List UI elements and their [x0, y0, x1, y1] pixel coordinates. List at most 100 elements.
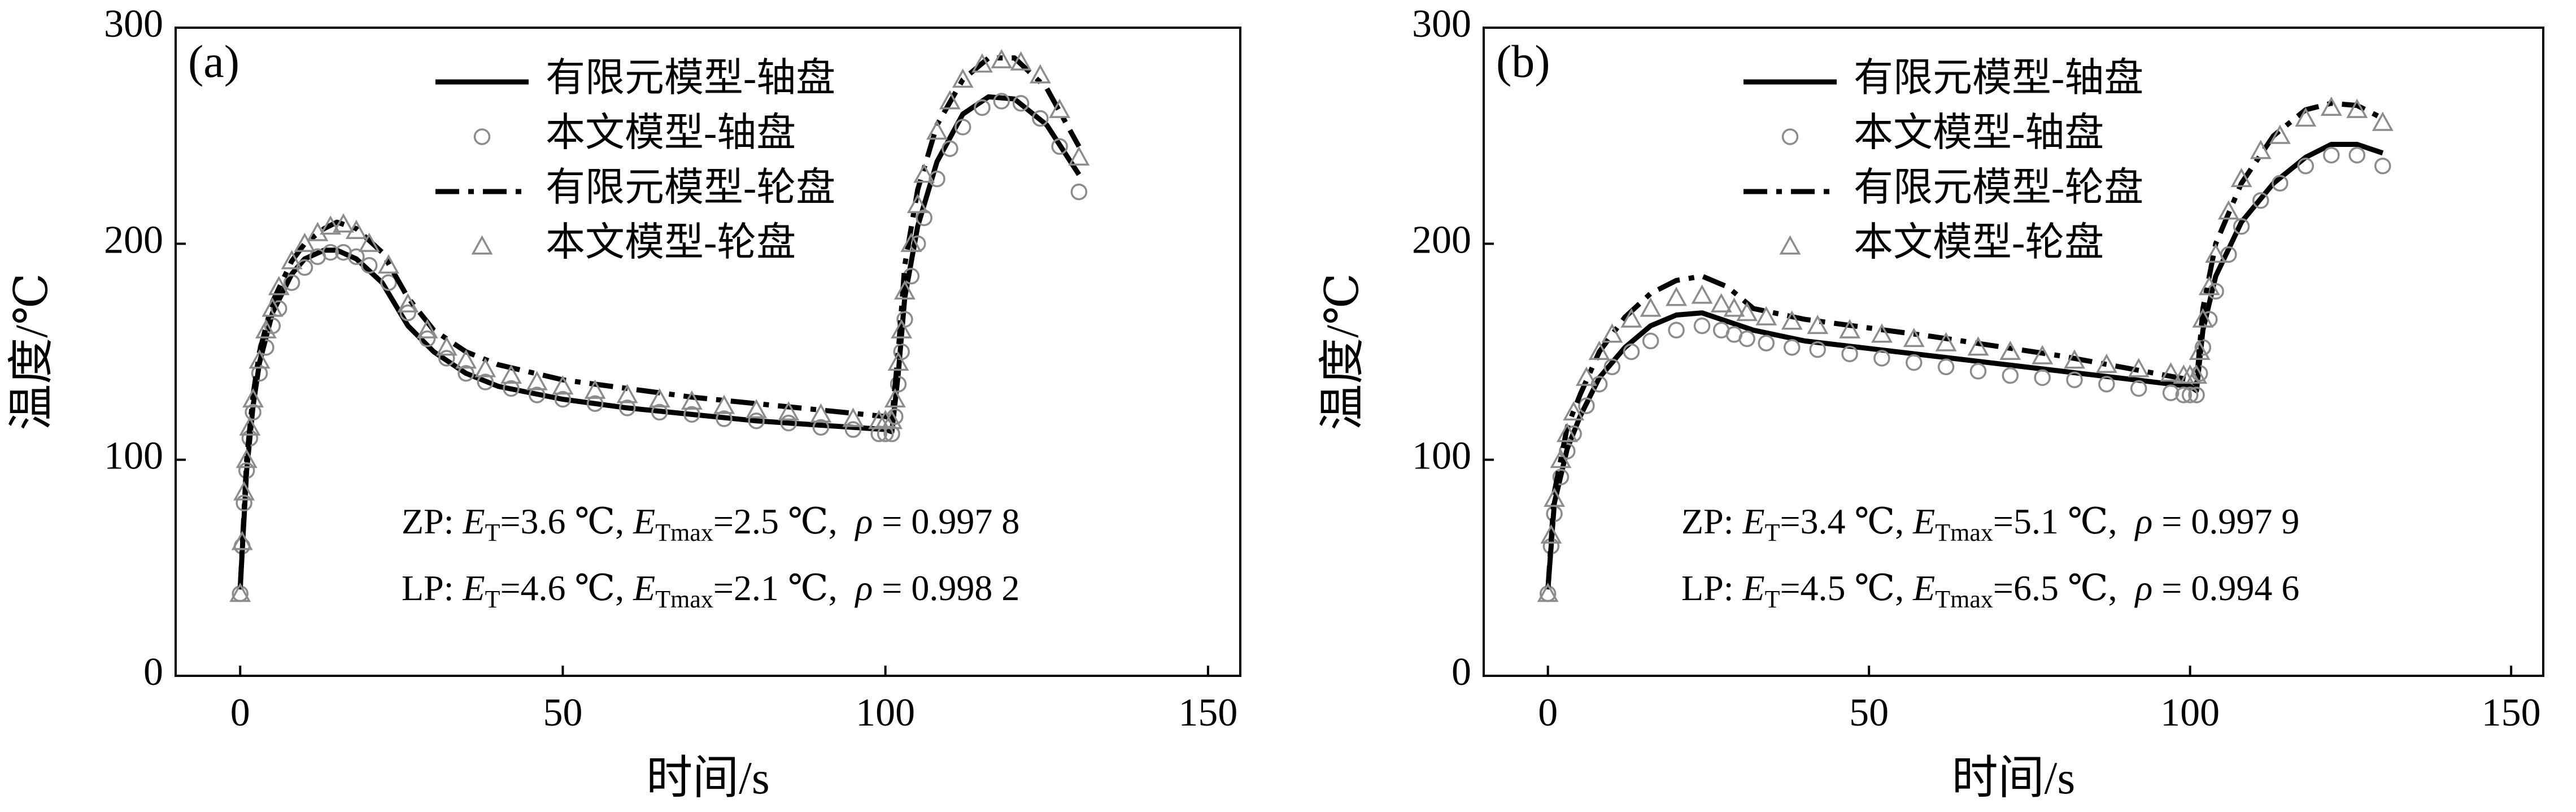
marker [2128, 358, 2150, 377]
marker [474, 358, 496, 377]
marker [1640, 297, 1662, 317]
legend-label: 本文模型-轮盘 [546, 221, 796, 264]
marker [1556, 423, 1578, 442]
marker [294, 232, 316, 252]
x-tick-label: 50 [543, 691, 582, 735]
marker [1999, 340, 2021, 361]
marker [883, 425, 900, 442]
marker [333, 213, 355, 233]
annotation-part: =2.5 ℃, [713, 501, 856, 541]
annotation: LP: ET=4.6 ℃, ETmax=2.1 ℃, ρ = 0.998 2 [402, 568, 1019, 613]
x-axis-label: 时间/s [1952, 752, 2076, 804]
annotation-part: =6.5 ℃, [1993, 568, 2135, 608]
marker [1809, 341, 1826, 358]
marker [586, 395, 604, 412]
marker [2066, 371, 2083, 388]
marker [1550, 449, 1572, 468]
marker [1578, 397, 1595, 414]
marker [891, 319, 913, 338]
annotation-part: =4.5 ℃, [1780, 568, 1913, 608]
marker [2194, 339, 2212, 356]
marker [716, 410, 733, 427]
marker [844, 421, 862, 438]
marker [554, 390, 572, 408]
marker [778, 401, 800, 421]
marker [2189, 340, 2211, 361]
annotation-part: ρ [2134, 568, 2153, 608]
marker [1903, 327, 1925, 348]
y-tick-label: 0 [143, 650, 163, 694]
marker [916, 209, 932, 227]
annotation: LP: ET=4.5 ℃, ETmax=6.5 ℃, ρ = 0.994 6 [1681, 568, 2299, 613]
legend-marker [1781, 128, 1799, 145]
legend-label: 有限元模型-轮盘 [1854, 166, 2143, 210]
marker [929, 170, 945, 188]
x-tick-label: 100 [856, 691, 915, 735]
marker [900, 232, 922, 252]
marker [651, 403, 668, 421]
annotation-part: E [462, 501, 485, 541]
annotation-part: T [1765, 519, 1780, 546]
marker [2186, 364, 2208, 384]
marker [1620, 308, 1642, 328]
marker [2181, 387, 2199, 403]
marker [974, 99, 991, 116]
marker [1969, 363, 1987, 380]
marker [877, 425, 894, 442]
annotation-part: =2.1 ℃, [713, 568, 856, 608]
legend-label: 有限元模型-轴盘 [1854, 57, 2143, 100]
marker [2188, 387, 2205, 403]
marker [1537, 583, 1559, 602]
annotation-part: Tmax [1935, 519, 1993, 546]
marker [416, 319, 438, 338]
annotation-part: ρ [2134, 501, 2153, 541]
marker [1642, 332, 1659, 350]
y-tick-label: 100 [104, 435, 163, 478]
marker [249, 349, 271, 369]
marker [1575, 366, 1597, 386]
marker [1051, 138, 1068, 155]
marker [500, 364, 522, 384]
marker [1049, 98, 1071, 118]
marker [1937, 358, 1955, 376]
marker [1668, 322, 1685, 339]
annotation-part: ZP: [402, 501, 463, 541]
marker [2002, 367, 2019, 384]
annotation-part: =3.6 ℃, [500, 501, 633, 541]
marker [2372, 111, 2394, 131]
annotation-part: =3.4 ℃, [1780, 501, 1913, 541]
marker [229, 583, 251, 602]
marker [1967, 336, 1989, 356]
marker [2098, 376, 2115, 393]
marker [1540, 524, 1562, 544]
marker [1552, 468, 1570, 486]
marker [348, 248, 365, 266]
marker [748, 412, 765, 429]
y-tick-label: 300 [104, 2, 163, 46]
marker [906, 193, 929, 214]
marker [268, 276, 290, 296]
legend-marker [471, 235, 493, 255]
marker [1588, 340, 1610, 361]
marker [648, 388, 670, 408]
marker [1070, 183, 1088, 201]
series-line [237, 94, 1082, 590]
marker [1693, 317, 1711, 335]
marker [2348, 146, 2366, 164]
marker [913, 163, 935, 183]
marker [1736, 302, 1758, 322]
marker [881, 410, 903, 429]
marker [378, 254, 399, 274]
marker [242, 388, 264, 408]
marker [360, 257, 378, 274]
marker [345, 219, 367, 239]
marker [2320, 96, 2342, 116]
marker [616, 384, 638, 403]
marker [887, 351, 909, 371]
annotation-part: E [1912, 501, 1935, 541]
marker [281, 250, 303, 270]
marker [245, 403, 261, 421]
marker [942, 140, 958, 157]
x-tick-label: 150 [1178, 691, 1237, 735]
